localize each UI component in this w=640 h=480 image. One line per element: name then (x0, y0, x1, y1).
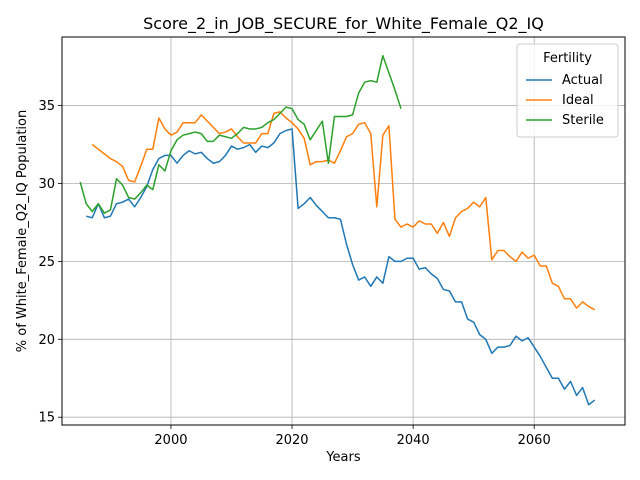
y-tick-label: 30 (38, 177, 55, 192)
legend-title: Fertility (543, 51, 592, 66)
y-tick-label: 20 (38, 333, 55, 348)
x-axis-label: Years (325, 450, 361, 465)
series-line-sterile (79, 54, 402, 214)
legend-label-sterile: Sterile (562, 113, 604, 128)
legend: Fertility Actual Ideal Sterile (516, 43, 619, 138)
series-line-actual (86, 128, 596, 406)
axis-ticks: 2000 2020 2040 2060 15 20 25 30 35 (38, 99, 550, 448)
legend-label-ideal: Ideal (562, 93, 594, 108)
y-tick-label: 25 (38, 255, 55, 270)
legend-box (516, 43, 619, 138)
plot-frame (61, 36, 626, 426)
series-lines (79, 54, 596, 406)
x-tick-label: 2060 (518, 433, 551, 448)
legend-label-actual: Actual (562, 73, 603, 88)
x-tick-label: 2020 (275, 433, 308, 448)
series-line-ideal (91, 111, 596, 311)
chart-title: Score_2_in_JOB_SECURE_for_White_Female_Q… (143, 14, 544, 34)
x-tick-label: 2000 (154, 433, 187, 448)
y-tick-label: 15 (38, 411, 55, 426)
y-tick-label: 35 (38, 99, 55, 114)
x-tick-label: 2040 (397, 433, 430, 448)
y-axis-label: % of White_Female_Q2_IQ Population (15, 110, 30, 352)
